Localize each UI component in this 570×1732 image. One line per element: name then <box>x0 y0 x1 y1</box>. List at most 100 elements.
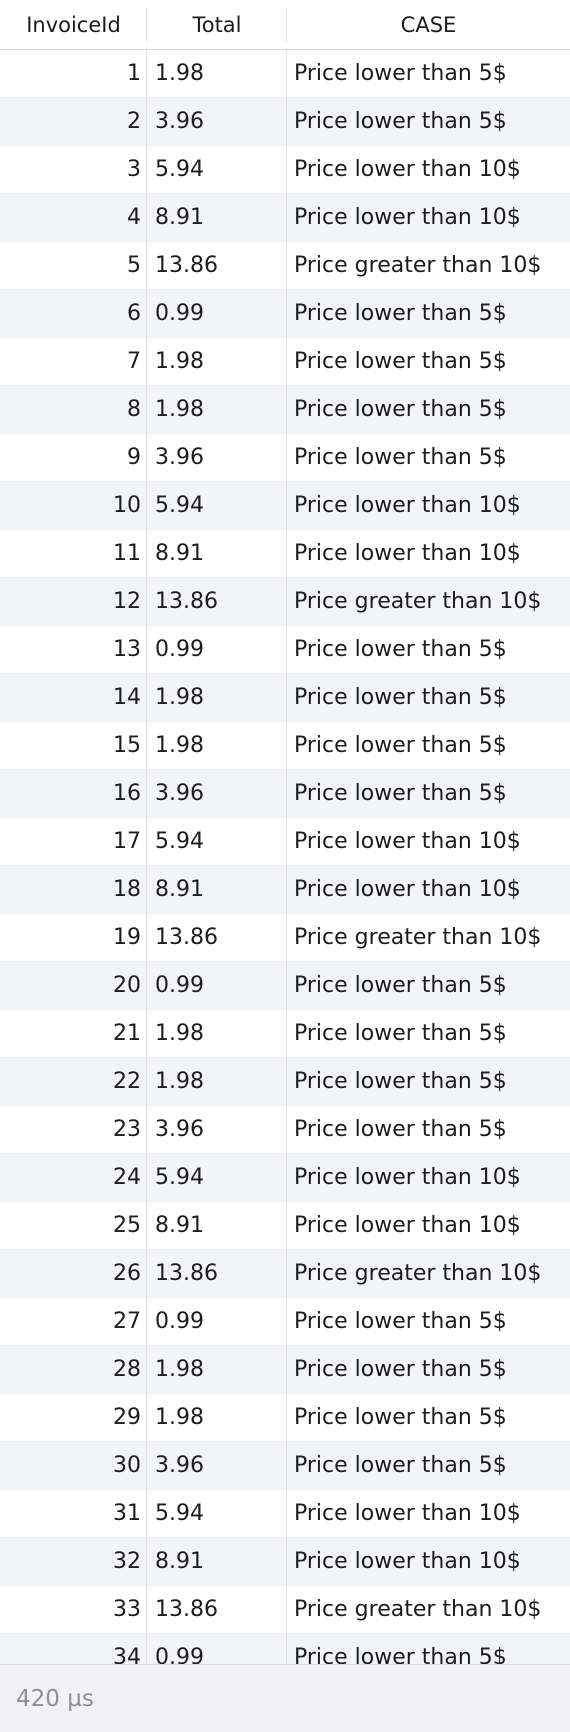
table-row[interactable]: 26 13.86 Price greater than 10$ <box>0 1250 570 1298</box>
cell-case[interactable]: Price lower than 5$ <box>294 445 507 470</box>
cell-case[interactable]: Price lower than 5$ <box>294 1021 507 1046</box>
cell-total[interactable]: 0.99 <box>147 626 287 673</box>
cell-invoiceid[interactable]: 1 <box>0 50 147 97</box>
cell-case[interactable]: Price lower than 5$ <box>294 301 507 326</box>
cell-invoiceid[interactable]: 6 <box>0 290 147 337</box>
column-header-total[interactable]: Total <box>147 0 287 49</box>
cell-total[interactable]: 1.98 <box>147 1058 287 1105</box>
cell-invoiceid[interactable]: 8 <box>0 386 147 433</box>
table-row[interactable]: 23 3.96 Price lower than 5$ <box>0 1106 570 1154</box>
cell-case[interactable]: Price lower than 10$ <box>294 541 521 566</box>
cell-total[interactable]: 1.98 <box>147 722 287 769</box>
cell-invoiceid[interactable]: 22 <box>0 1058 147 1105</box>
cell-invoiceid[interactable]: 32 <box>0 1538 147 1585</box>
cell-total[interactable]: 0.99 <box>147 1298 287 1345</box>
cell-case[interactable]: Price lower than 5$ <box>294 1405 507 1430</box>
cell-case[interactable]: Price lower than 5$ <box>294 1309 507 1334</box>
table-row[interactable]: 12 13.86 Price greater than 10$ <box>0 578 570 626</box>
cell-case[interactable]: Price lower than 5$ <box>294 397 507 422</box>
cell-case[interactable]: Price greater than 10$ <box>294 1597 542 1622</box>
cell-total[interactable]: 0.99 <box>147 290 287 337</box>
cell-invoiceid[interactable]: 29 <box>0 1394 147 1441</box>
table-row[interactable]: 28 1.98 Price lower than 5$ <box>0 1346 570 1394</box>
cell-total[interactable]: 0.99 <box>147 962 287 1009</box>
table-row[interactable]: 29 1.98 Price lower than 5$ <box>0 1394 570 1442</box>
cell-case[interactable]: Price lower than 10$ <box>294 1213 521 1238</box>
cell-total[interactable]: 1.98 <box>147 50 287 97</box>
cell-invoiceid[interactable]: 25 <box>0 1202 147 1249</box>
cell-case[interactable]: Price lower than 10$ <box>294 829 521 854</box>
cell-total[interactable]: 1.98 <box>147 674 287 721</box>
table-row[interactable]: 25 8.91 Price lower than 10$ <box>0 1202 570 1250</box>
table-row[interactable]: 31 5.94 Price lower than 10$ <box>0 1490 570 1538</box>
column-header-case[interactable]: CASE <box>400 12 457 37</box>
table-row[interactable]: 20 0.99 Price lower than 5$ <box>0 962 570 1010</box>
cell-total[interactable]: 1.98 <box>147 1010 287 1057</box>
cell-total[interactable]: 1.98 <box>147 1346 287 1393</box>
cell-case[interactable]: Price lower than 5$ <box>294 1357 507 1382</box>
cell-invoiceid[interactable]: 12 <box>0 578 147 625</box>
cell-total[interactable]: 8.91 <box>147 866 287 913</box>
cell-case[interactable]: Price lower than 5$ <box>294 1117 507 1142</box>
cell-total[interactable]: 3.96 <box>147 770 287 817</box>
cell-total[interactable]: 13.86 <box>147 242 287 289</box>
table-row[interactable]: 32 8.91 Price lower than 10$ <box>0 1538 570 1586</box>
cell-invoiceid[interactable]: 13 <box>0 626 147 673</box>
table-row[interactable]: 22 1.98 Price lower than 5$ <box>0 1058 570 1106</box>
cell-total[interactable]: 13.86 <box>147 914 287 961</box>
cell-case[interactable]: Price lower than 5$ <box>294 109 507 134</box>
table-row[interactable]: 6 0.99 Price lower than 5$ <box>0 290 570 338</box>
cell-case[interactable]: Price greater than 10$ <box>294 925 542 950</box>
cell-total[interactable]: 5.94 <box>147 818 287 865</box>
cell-case[interactable]: Price lower than 5$ <box>294 637 507 662</box>
cell-case[interactable]: Price lower than 5$ <box>294 1453 507 1478</box>
cell-total[interactable]: 3.96 <box>147 1106 287 1153</box>
cell-case[interactable]: Price lower than 5$ <box>294 733 507 758</box>
table-row[interactable]: 4 8.91 Price lower than 10$ <box>0 194 570 242</box>
cell-invoiceid[interactable]: 21 <box>0 1010 147 1057</box>
column-header-invoiceid[interactable]: InvoiceId <box>0 0 147 49</box>
cell-case[interactable]: Price greater than 10$ <box>294 589 542 614</box>
cell-invoiceid[interactable]: 18 <box>0 866 147 913</box>
cell-case[interactable]: Price greater than 10$ <box>294 253 542 278</box>
cell-invoiceid[interactable]: 15 <box>0 722 147 769</box>
cell-case[interactable]: Price lower than 5$ <box>294 61 507 86</box>
cell-invoiceid[interactable]: 2 <box>0 98 147 145</box>
cell-case[interactable]: Price lower than 5$ <box>294 973 507 998</box>
table-row[interactable]: 10 5.94 Price lower than 10$ <box>0 482 570 530</box>
cell-case[interactable]: Price lower than 10$ <box>294 1165 521 1190</box>
cell-invoiceid[interactable]: 3 <box>0 146 147 193</box>
table-row[interactable]: 8 1.98 Price lower than 5$ <box>0 386 570 434</box>
table-row[interactable]: 19 13.86 Price greater than 10$ <box>0 914 570 962</box>
cell-total[interactable]: 1.98 <box>147 338 287 385</box>
table-row[interactable]: 18 8.91 Price lower than 10$ <box>0 866 570 914</box>
cell-total[interactable]: 8.91 <box>147 1202 287 1249</box>
cell-invoiceid[interactable]: 9 <box>0 434 147 481</box>
cell-total[interactable]: 3.96 <box>147 434 287 481</box>
cell-total[interactable]: 3.96 <box>147 1442 287 1489</box>
cell-invoiceid[interactable]: 19 <box>0 914 147 961</box>
cell-invoiceid[interactable]: 24 <box>0 1154 147 1201</box>
cell-total[interactable]: 8.91 <box>147 530 287 577</box>
table-row[interactable]: 21 1.98 Price lower than 5$ <box>0 1010 570 1058</box>
cell-case[interactable]: Price lower than 5$ <box>294 781 507 806</box>
table-row[interactable]: 30 3.96 Price lower than 5$ <box>0 1442 570 1490</box>
table-row[interactable]: 16 3.96 Price lower than 5$ <box>0 770 570 818</box>
cell-case[interactable]: Price lower than 5$ <box>294 685 507 710</box>
table-row[interactable]: 11 8.91 Price lower than 10$ <box>0 530 570 578</box>
cell-case[interactable]: Price lower than 10$ <box>294 877 521 902</box>
cell-case[interactable]: Price lower than 10$ <box>294 1501 521 1526</box>
cell-invoiceid[interactable]: 5 <box>0 242 147 289</box>
cell-total[interactable]: 3.96 <box>147 98 287 145</box>
table-row[interactable]: 2 3.96 Price lower than 5$ <box>0 98 570 146</box>
table-row[interactable]: 1 1.98 Price lower than 5$ <box>0 50 570 98</box>
cell-case[interactable]: Price lower than 5$ <box>294 349 507 374</box>
cell-total[interactable]: 1.98 <box>147 1394 287 1441</box>
table-row[interactable]: 5 13.86 Price greater than 10$ <box>0 242 570 290</box>
cell-total[interactable]: 5.94 <box>147 1490 287 1537</box>
cell-total[interactable]: 0.99 <box>147 1634 287 1664</box>
cell-invoiceid[interactable]: 11 <box>0 530 147 577</box>
table-row[interactable]: 9 3.96 Price lower than 5$ <box>0 434 570 482</box>
cell-total[interactable]: 8.91 <box>147 194 287 241</box>
cell-invoiceid[interactable]: 20 <box>0 962 147 1009</box>
